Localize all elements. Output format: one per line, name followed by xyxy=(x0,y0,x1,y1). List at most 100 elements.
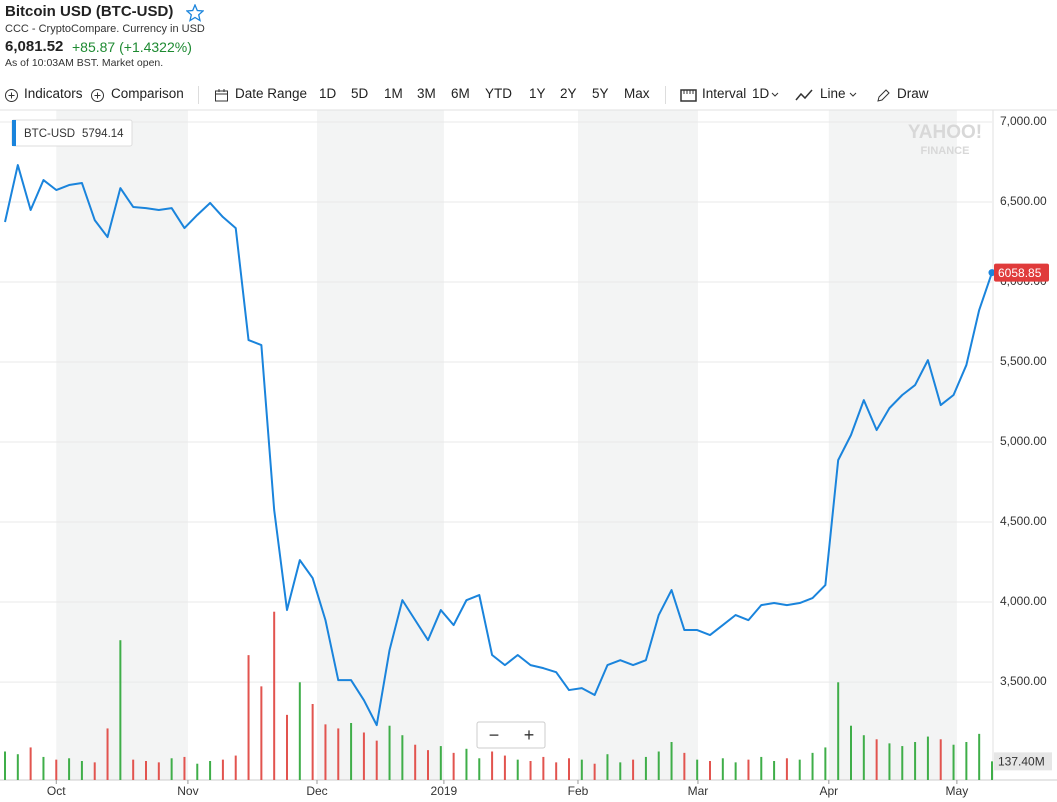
month-band xyxy=(56,110,188,780)
range-button[interactable]: YTD xyxy=(485,86,512,101)
volume-bar xyxy=(132,759,135,780)
volume-bar xyxy=(593,763,596,780)
volume-bar xyxy=(196,763,199,780)
volume-bar xyxy=(875,739,878,780)
x-tick-label: Nov xyxy=(177,784,198,798)
chevron xyxy=(849,92,857,97)
volume-bar xyxy=(991,761,993,780)
interval-value[interactable]: 1D xyxy=(752,86,770,101)
zoom-in[interactable]: + xyxy=(524,725,535,745)
volume-bar xyxy=(183,756,186,780)
price-change: +85.87 (+1.4322%) xyxy=(72,39,192,55)
volume-bar xyxy=(388,725,391,780)
source: CCC - CryptoCompare. Currency in USD xyxy=(5,23,205,35)
range-button[interactable]: 6M xyxy=(451,86,470,101)
comparison-button[interactable]: Comparison xyxy=(111,86,184,101)
volume-bar xyxy=(337,728,340,780)
volume-bar xyxy=(670,742,673,780)
range-button[interactable]: 3M xyxy=(417,86,436,101)
draw-button[interactable]: Draw xyxy=(897,86,929,101)
volume-bar xyxy=(516,759,519,780)
range-button[interactable]: 1Y xyxy=(529,86,546,101)
interval-label[interactable]: Interval xyxy=(702,86,747,101)
watchlist-star[interactable] xyxy=(186,4,204,22)
volume-bar xyxy=(145,761,147,780)
volume-bar xyxy=(798,759,801,780)
volume-bar xyxy=(29,747,32,780)
volume-bar xyxy=(568,758,570,780)
volume-bar xyxy=(311,704,314,780)
x-tick-label: May xyxy=(946,784,969,798)
range-button[interactable]: 1M xyxy=(384,86,403,101)
last-price-label: 6058.85 xyxy=(998,266,1042,280)
volume-bar xyxy=(298,682,301,780)
volume-bar xyxy=(760,756,763,780)
volume-bar xyxy=(888,743,891,780)
y-tick-label: 5,500.00 xyxy=(1000,354,1047,368)
zoom-out[interactable]: − xyxy=(489,725,500,745)
volume-bar xyxy=(824,747,827,780)
range-button[interactable]: Max xyxy=(624,86,650,101)
volume-bar xyxy=(157,762,160,780)
tooltip-value: 5794.14 xyxy=(82,128,124,140)
y-tick-label: 5,000.00 xyxy=(1000,434,1047,448)
title: Bitcoin USD (BTC-USD) xyxy=(5,3,174,20)
range-button[interactable]: 5D xyxy=(351,86,369,101)
volume-bar xyxy=(324,724,327,780)
tooltip-series: BTC-USD xyxy=(24,128,75,140)
month-band xyxy=(316,110,444,780)
volume-bar xyxy=(452,752,455,780)
volume-label: 137.40M xyxy=(998,755,1045,769)
volume-bar xyxy=(375,740,378,780)
x-tick-label: 2019 xyxy=(431,784,458,798)
y-tick-label: 7,000.00 xyxy=(1000,114,1047,128)
volume-bar xyxy=(555,762,558,780)
volume-bar xyxy=(401,735,404,780)
volume-bar xyxy=(247,655,250,780)
volume-bar xyxy=(862,735,865,780)
volume-bar xyxy=(119,640,122,780)
volume-bar xyxy=(978,733,981,780)
volume-bar xyxy=(4,751,6,780)
range-button[interactable]: 5Y xyxy=(592,86,609,101)
y-tick-label: 4,000.00 xyxy=(1000,594,1047,608)
volume-bar xyxy=(952,744,955,780)
price-line xyxy=(4,164,993,727)
volume-bar xyxy=(80,761,83,780)
indicators-icon xyxy=(5,89,18,102)
range-button[interactable]: 2Y xyxy=(560,86,577,101)
comparison-icon xyxy=(91,89,104,102)
volume-bar xyxy=(747,759,750,780)
indicators-button[interactable]: Indicators xyxy=(24,86,83,101)
volume-bar xyxy=(773,761,776,780)
volume-bar xyxy=(362,732,365,780)
month-band xyxy=(828,110,957,780)
separator xyxy=(198,86,199,104)
volume-bar xyxy=(209,761,212,780)
calendar-icon xyxy=(215,89,228,102)
chevron xyxy=(771,92,779,97)
volume-bar xyxy=(657,751,660,780)
watermark: FINANCE xyxy=(921,145,970,157)
date-range-button[interactable]: Date Range xyxy=(235,86,308,101)
range-button[interactable]: 1D xyxy=(319,86,337,101)
volume-bar xyxy=(491,751,494,780)
volume-bar xyxy=(721,758,724,780)
volume-bar xyxy=(529,761,532,780)
x-tick-label: Apr xyxy=(819,784,838,798)
volume-bar xyxy=(901,746,904,780)
zoom-box xyxy=(476,721,546,749)
x-tick-label: Feb xyxy=(568,784,589,798)
x-tick-label: Dec xyxy=(306,784,327,798)
volume-bar xyxy=(55,759,58,780)
chart-style-button[interactable]: Line xyxy=(820,86,846,101)
volume-bar xyxy=(542,756,545,780)
volume-bar xyxy=(926,736,929,780)
volume-bar xyxy=(734,762,737,780)
volume-bar xyxy=(68,758,71,780)
x-tick-label: Mar xyxy=(688,784,709,798)
volume-bar xyxy=(939,739,942,780)
volume-bar xyxy=(170,758,173,780)
line-icon xyxy=(795,89,813,101)
